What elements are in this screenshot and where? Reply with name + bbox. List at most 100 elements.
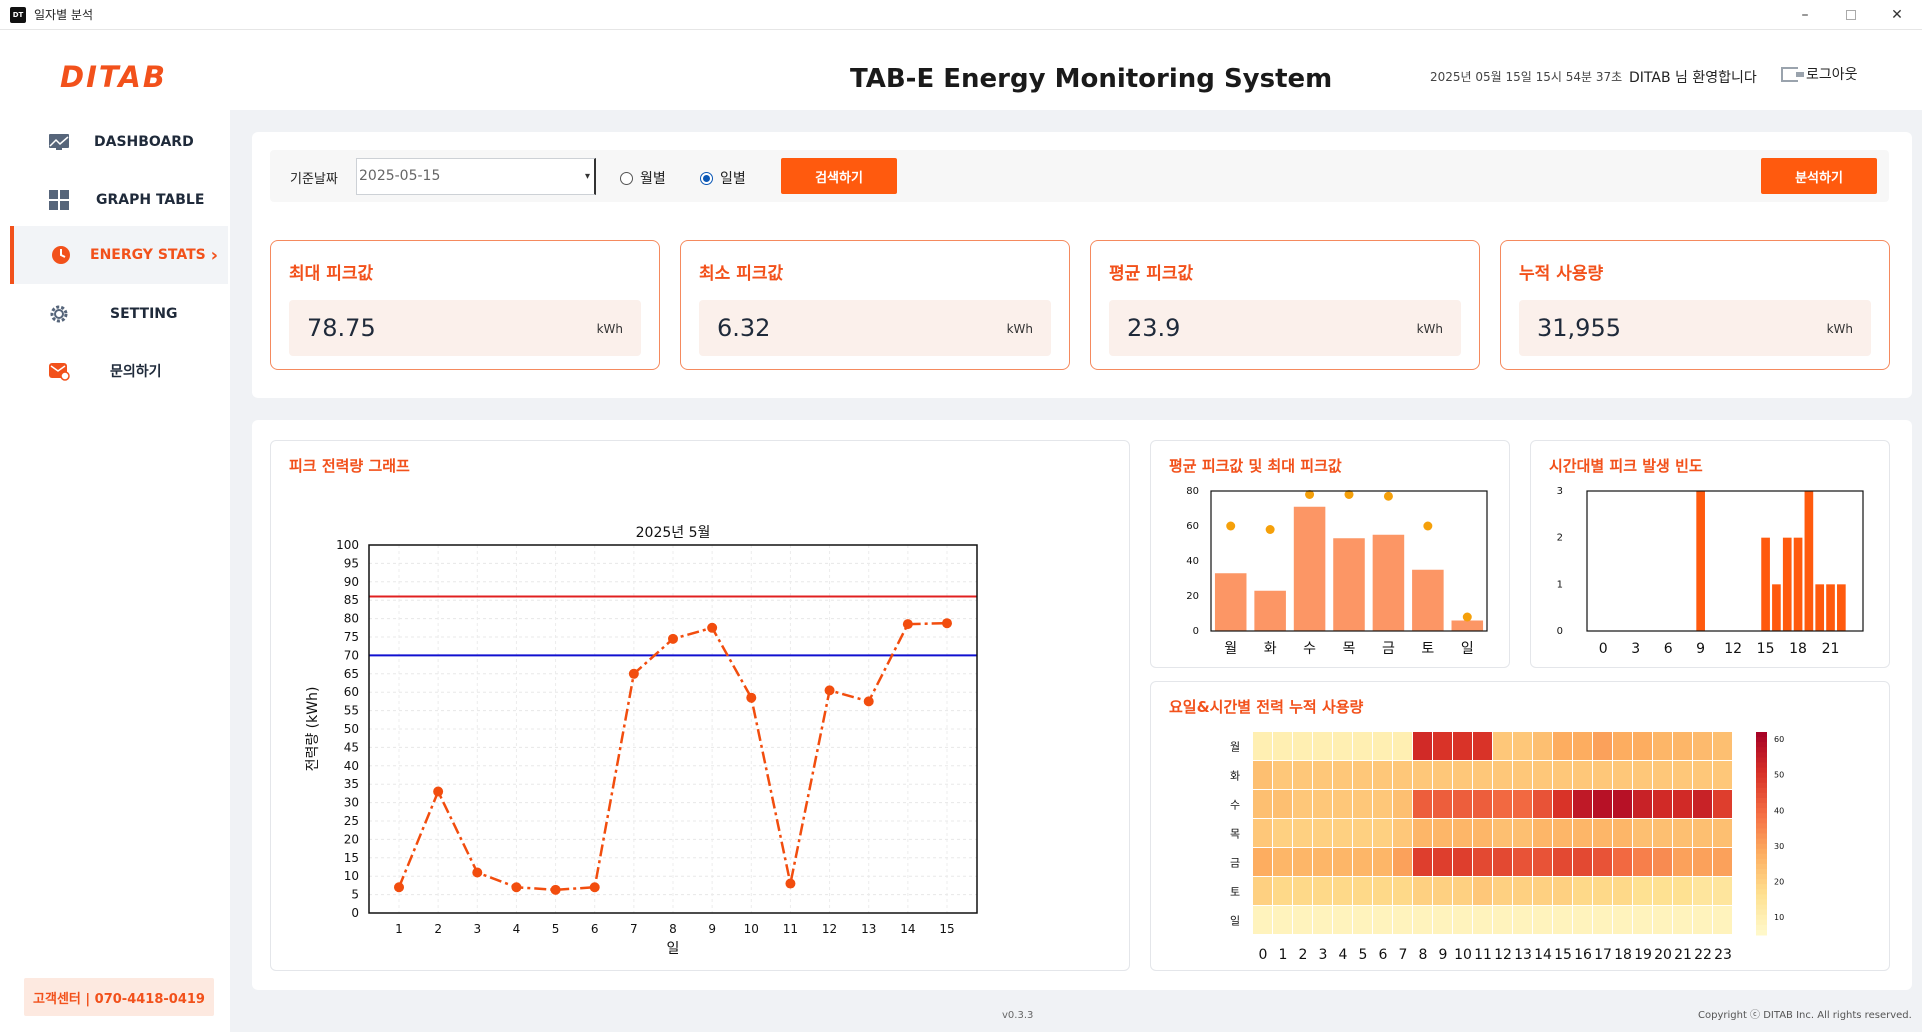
heatmap-cell bbox=[1333, 732, 1352, 760]
heatmap-cell bbox=[1393, 819, 1412, 847]
y-tick-label: 40 bbox=[1186, 556, 1199, 567]
heatmap-cell bbox=[1613, 848, 1632, 876]
heatmap-cell bbox=[1333, 906, 1352, 934]
col-label: 15 bbox=[1554, 947, 1572, 963]
radio-monthly[interactable]: 월별 bbox=[620, 168, 666, 188]
sidebar-item-energy-stats[interactable]: ENERGY STATS › bbox=[10, 226, 228, 284]
heatmap-cell bbox=[1253, 790, 1272, 818]
panel-title: 시간대별 피크 발생 빈도 bbox=[1549, 457, 1703, 475]
heatmap-cell bbox=[1393, 848, 1412, 876]
support-contact[interactable]: 고객센터 | 070-4418-0419 bbox=[24, 978, 214, 1016]
window-title: 일자별 분석 bbox=[34, 8, 94, 22]
date-picker[interactable]: 2025-05-15 ▾ bbox=[356, 158, 596, 195]
avg-max-bar-chart: 0 20 40 60 80 월 화 수 목 금 토 일 bbox=[1186, 486, 1488, 657]
colorbar-segment bbox=[1756, 732, 1767, 738]
stat-value: 6.32 bbox=[717, 314, 771, 342]
x-tick-label: 10 bbox=[744, 922, 759, 936]
heatmap-cell bbox=[1633, 761, 1652, 789]
x-tick-label: 토 bbox=[1421, 641, 1434, 657]
heatmap-cell bbox=[1333, 790, 1352, 818]
sidebar-item-graph-table[interactable]: GRAPH TABLE bbox=[10, 171, 228, 229]
chart-title: 2025년 5월 bbox=[636, 525, 711, 541]
heatmap-cell bbox=[1513, 761, 1532, 789]
date-label: 기준날짜 bbox=[290, 172, 338, 187]
x-tick-label: 11 bbox=[783, 922, 798, 936]
heatmap-cell bbox=[1653, 848, 1672, 876]
radio-daily[interactable]: 일별 bbox=[700, 168, 746, 188]
col-label: 16 bbox=[1574, 947, 1592, 963]
heatmap-cell bbox=[1573, 819, 1592, 847]
chevron-right-icon: › bbox=[210, 244, 218, 266]
clock-icon bbox=[50, 244, 72, 266]
col-label: 6 bbox=[1379, 947, 1388, 963]
analyze-button[interactable]: 분석하기 bbox=[1761, 158, 1877, 194]
x-tick-label: 수 bbox=[1303, 641, 1316, 657]
heatmap-cell bbox=[1673, 848, 1692, 876]
col-label: 22 bbox=[1694, 947, 1712, 963]
stat-unit: kWh bbox=[596, 322, 623, 336]
max-point bbox=[1305, 490, 1315, 499]
heatmap-cell bbox=[1673, 732, 1692, 760]
avg-bar bbox=[1254, 590, 1286, 631]
heatmap-cell bbox=[1433, 906, 1452, 934]
heatmap-panel: 요일&시간별 전력 누적 사용량 월 화 수 목 금 토 일 0 1 2 3 4 5 6 7 8 9 10 11 12… bbox=[1150, 681, 1890, 971]
heatmap-cell bbox=[1293, 906, 1312, 934]
row-label: 수 bbox=[1230, 799, 1240, 812]
sidebar-item-label: DASHBOARD bbox=[94, 134, 194, 150]
avg-bar bbox=[1372, 534, 1405, 631]
heatmap-cell bbox=[1413, 906, 1432, 934]
sidebar-item-inquiry[interactable]: 문의하기 bbox=[10, 342, 228, 400]
x-tick-label: 일 bbox=[1461, 641, 1474, 657]
heatmap-cell bbox=[1353, 790, 1372, 818]
plot-frame bbox=[1210, 490, 1488, 632]
stat-card-min-peak: 최소 피크값 6.32 kWh bbox=[680, 240, 1070, 370]
colorbar-segment bbox=[1756, 828, 1767, 834]
heatmap-cell bbox=[1373, 819, 1392, 847]
heatmap-cell bbox=[1533, 761, 1552, 789]
x-tick-label: 13 bbox=[861, 922, 876, 936]
heatmap-cell bbox=[1653, 819, 1672, 847]
heatmap-cell bbox=[1273, 790, 1292, 818]
heatmap-cell bbox=[1313, 848, 1332, 876]
heatmap-cell bbox=[1633, 877, 1652, 905]
logout-button[interactable]: 로그아웃 bbox=[1781, 64, 1858, 84]
close-button[interactable]: ✕ bbox=[1891, 7, 1903, 23]
sidebar-item-dashboard[interactable]: DASHBOARD bbox=[10, 113, 228, 171]
radio-monthly-label: 월별 bbox=[640, 171, 666, 187]
heatmap-cell bbox=[1453, 819, 1472, 847]
heatmap-cell bbox=[1433, 732, 1452, 760]
maximize-button[interactable] bbox=[1828, 0, 1874, 30]
colorbar-tick: 20 bbox=[1774, 878, 1784, 887]
heatmap-cell bbox=[1613, 819, 1632, 847]
sidebar-item-setting[interactable]: SETTING bbox=[10, 285, 228, 343]
x-tick-label: 8 bbox=[669, 922, 677, 936]
x-tick-label: 7 bbox=[630, 922, 638, 936]
heatmap-cell bbox=[1433, 761, 1452, 789]
search-button[interactable]: 검색하기 bbox=[781, 158, 897, 194]
colorbar-segment bbox=[1756, 808, 1767, 814]
colorbar-segment bbox=[1756, 782, 1767, 789]
x-tick-label: 9 bbox=[708, 922, 716, 936]
freq-bar bbox=[1772, 584, 1781, 631]
heatmap-cell bbox=[1353, 819, 1372, 847]
x-tick-label: 14 bbox=[900, 922, 915, 936]
heatmap-cell bbox=[1253, 848, 1272, 876]
data-point bbox=[511, 882, 522, 893]
heatmap-cell bbox=[1673, 877, 1692, 905]
heatmap-cell bbox=[1593, 732, 1612, 760]
heatmap-cell bbox=[1493, 732, 1512, 760]
y-tick-label: 40 bbox=[344, 759, 359, 773]
data-point bbox=[394, 882, 404, 893]
col-label: 2 bbox=[1299, 947, 1308, 963]
heatmap-cell bbox=[1673, 761, 1692, 789]
heatmap-cell bbox=[1513, 877, 1532, 905]
y-tick-label: 90 bbox=[344, 575, 359, 589]
panel-title: 요일&시간별 전력 누적 사용량 bbox=[1169, 698, 1364, 716]
col-label: 23 bbox=[1714, 947, 1732, 963]
y-tick-label: 60 bbox=[1186, 521, 1199, 532]
minimize-button[interactable]: – bbox=[1801, 7, 1809, 23]
freq-bar bbox=[1761, 537, 1770, 631]
colorbar-segment bbox=[1756, 929, 1767, 936]
heatmap-cell bbox=[1693, 790, 1712, 818]
heatmap-cell bbox=[1413, 877, 1432, 905]
